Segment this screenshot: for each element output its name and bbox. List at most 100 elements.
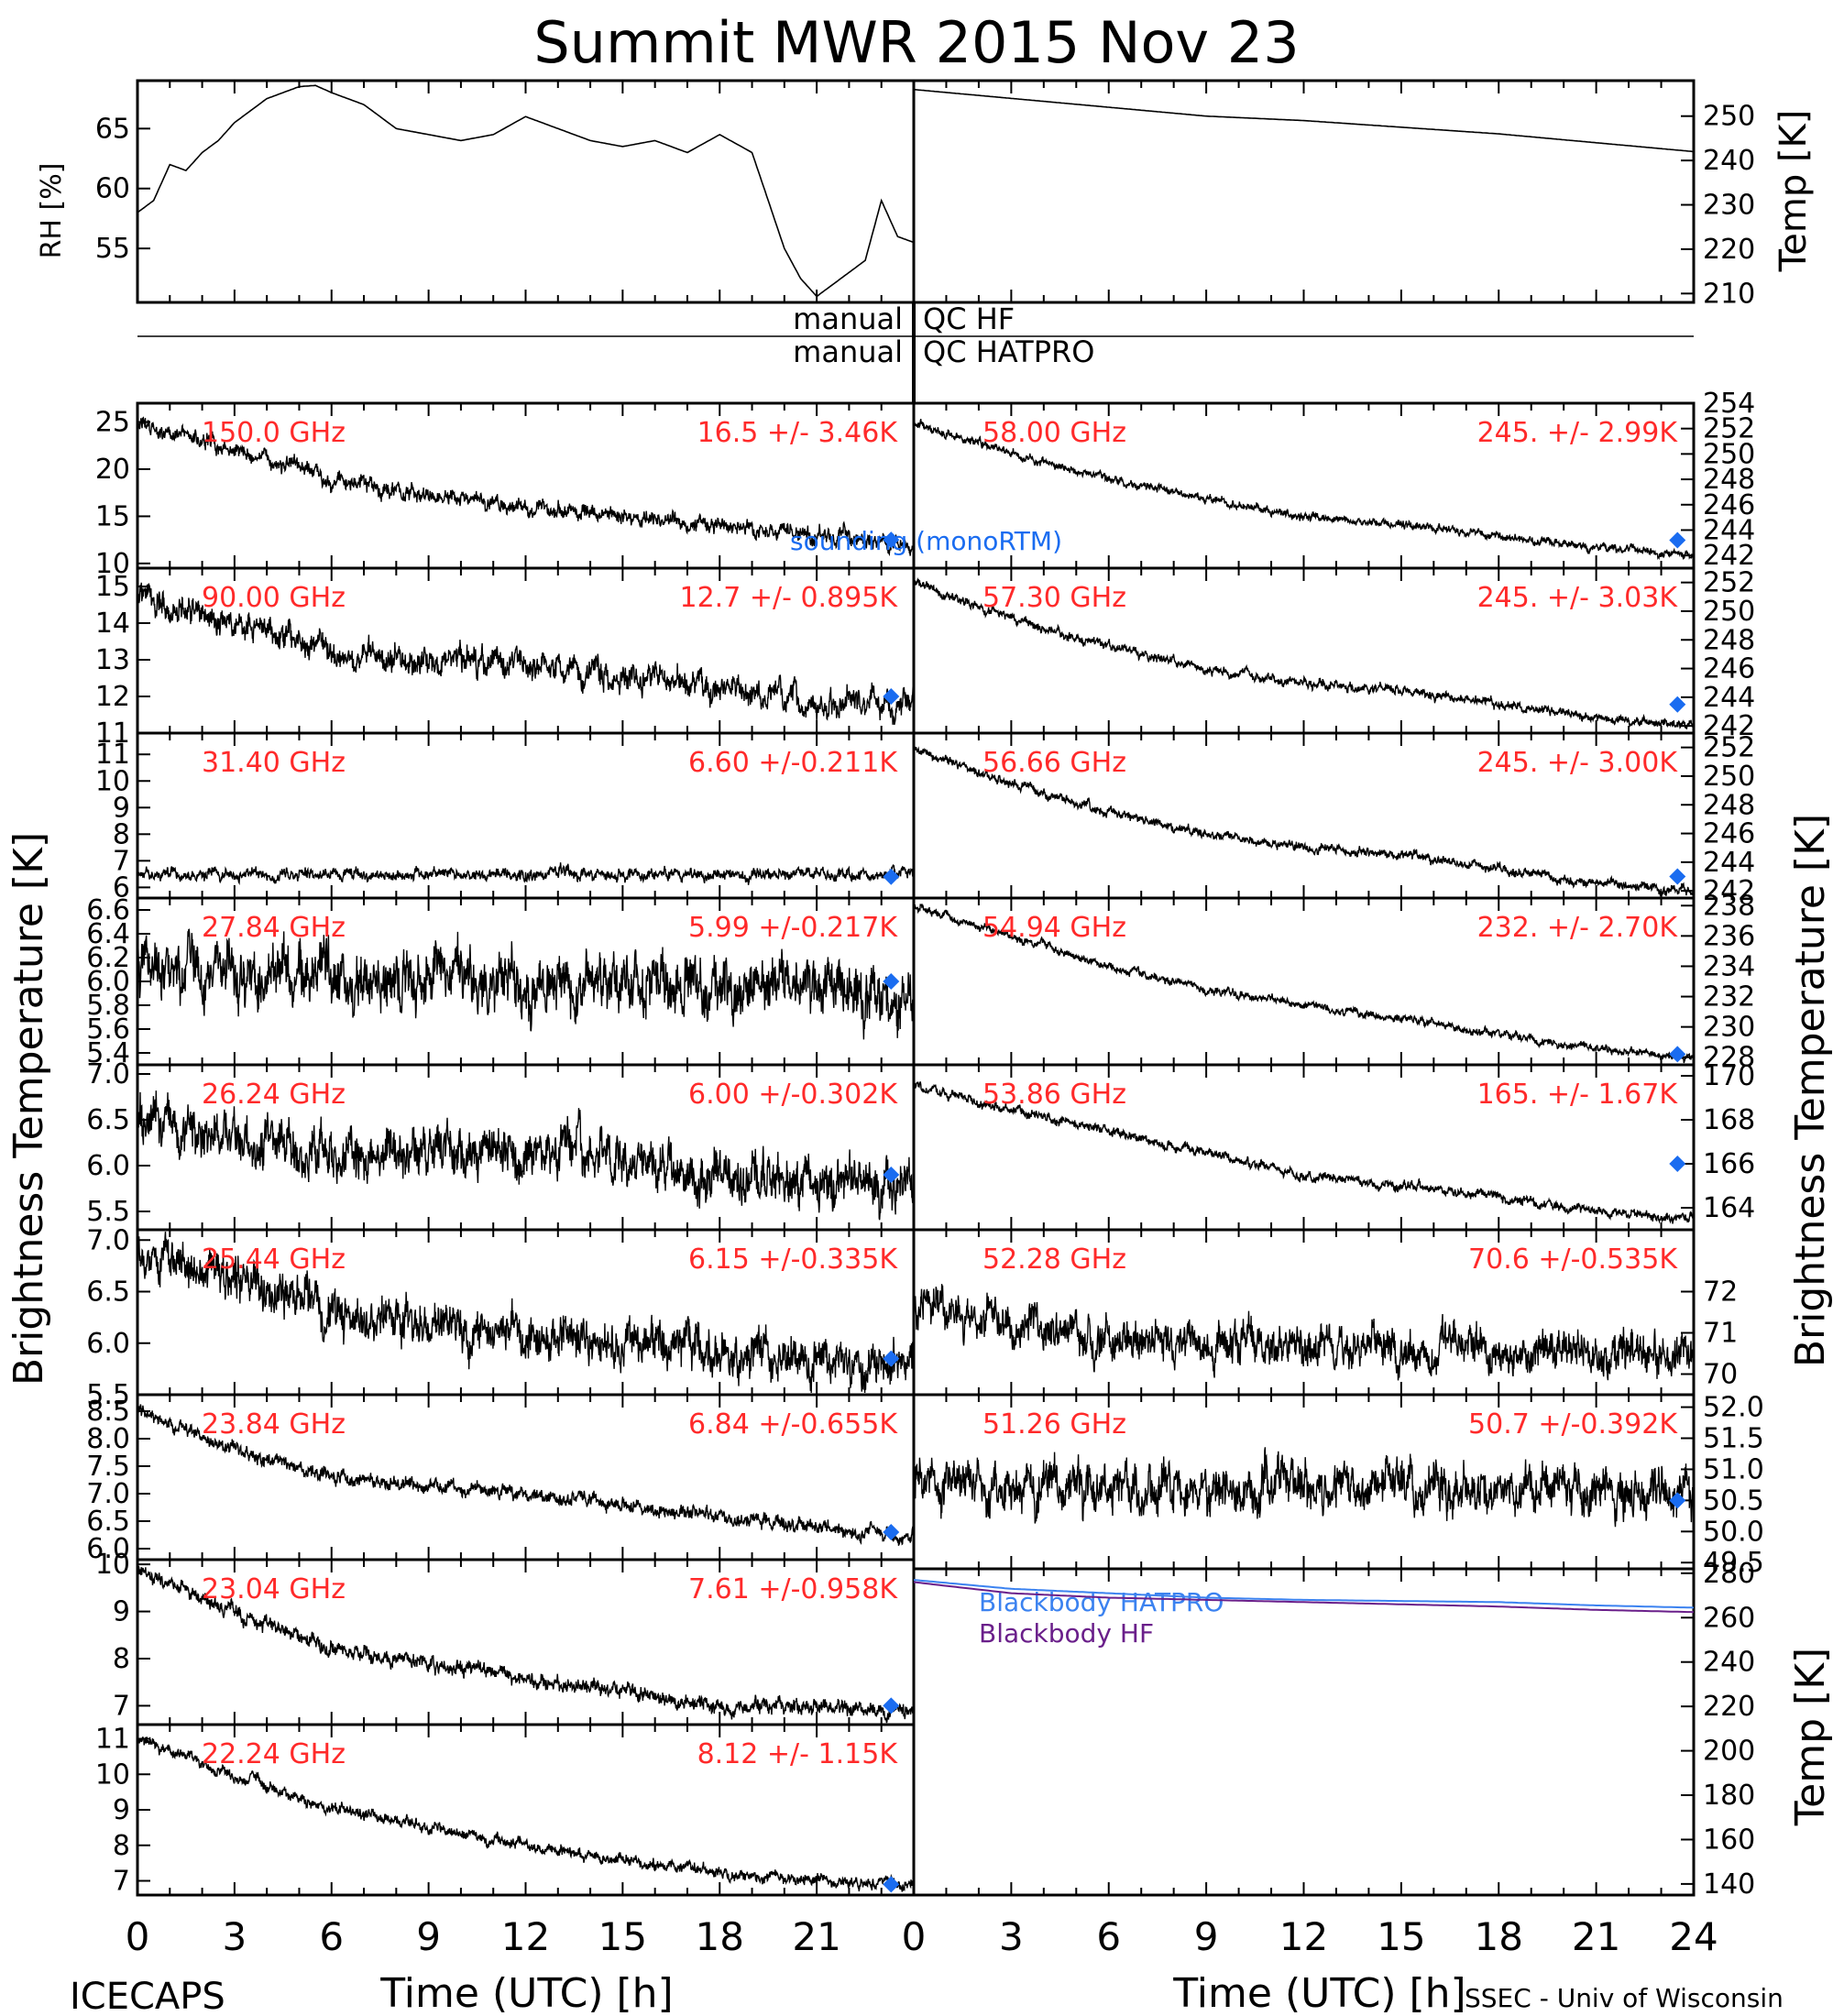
y-tick-label: 230: [1703, 1012, 1755, 1044]
model-marker: [1669, 531, 1686, 549]
channel-stats: 245. +/- 3.00K: [1477, 747, 1679, 779]
model-marker: [1669, 868, 1686, 885]
channel-label: 31.40 GHz: [202, 747, 346, 779]
panel-L2: 11 12 13 14 15 90.00 GHz 12.7 +/- 0.895K: [95, 566, 916, 750]
trace: [137, 1090, 915, 1221]
trace: [913, 576, 1695, 729]
y-tick-label: 6.5: [86, 1506, 130, 1538]
y-tick-label: 65: [95, 113, 130, 145]
y-tick-label: 20: [95, 454, 130, 486]
x-tick-label: 3: [223, 1914, 247, 1959]
y-tick-label: 250: [1703, 101, 1755, 133]
y-tick-label: 55: [95, 233, 130, 265]
y-tick-label: 6.0: [86, 1328, 130, 1360]
y-tick-label: 252: [1703, 732, 1755, 764]
y-tick-label: 50.5: [1703, 1485, 1764, 1517]
panel-L6: 5.5 6.0 6.5 7.0 25.44 GHz 6.15 +/-0.335K: [86, 1224, 916, 1411]
y-tick-label: 280: [1703, 1558, 1755, 1590]
y-tick-label: 168: [1703, 1104, 1755, 1136]
y-tick-label: 250: [1703, 596, 1755, 628]
y-tick-label: 6: [113, 871, 130, 904]
y-tick-label: 8.5: [86, 1396, 130, 1428]
y-tick-label: 160: [1703, 1824, 1755, 1856]
channel-stats: 6.00 +/-0.302K: [688, 1079, 898, 1111]
y-tick-label: 9: [113, 1794, 130, 1826]
y-tick-label: 6.0: [86, 1150, 130, 1182]
y-tick-label: 5.6: [86, 1013, 130, 1046]
footer-ssec: SSEC - Univ of Wisconsin: [1465, 1983, 1784, 2013]
channel-label: 90.00 GHz: [202, 582, 346, 614]
y-tick-label: 166: [1703, 1148, 1755, 1180]
model-marker: [883, 1697, 900, 1715]
trace: [913, 741, 1695, 897]
y-tick-label: 51.0: [1703, 1453, 1764, 1485]
y-tick-label: 10: [95, 548, 130, 580]
model-marker: [883, 1524, 900, 1540]
channel-label: 54.94 GHz: [982, 912, 1126, 944]
y-tick-label: 13: [95, 644, 130, 676]
y-tick-label: 238: [1703, 890, 1755, 922]
y-tick-label: 6.5: [86, 1104, 130, 1136]
channel-label: 58.00 GHz: [982, 417, 1126, 449]
y-tick-label: 230: [1703, 190, 1755, 222]
y-tick-label: 254: [1703, 388, 1755, 420]
model-marker: [883, 1350, 900, 1367]
y-tick-label: 10: [95, 1549, 130, 1581]
y-tick-label: 240: [1703, 145, 1755, 177]
trace: [137, 582, 915, 726]
legend-model: sounding (monoRTM): [790, 526, 1062, 556]
channel-label: 23.84 GHz: [202, 1408, 346, 1441]
y-tick-label: 210: [1703, 278, 1755, 310]
channel-stats: 6.15 +/-0.335K: [688, 1244, 898, 1276]
y-tick-label: 228: [1703, 1042, 1755, 1074]
y-tick-label: 8: [113, 1830, 130, 1862]
y-tick-label: 7: [113, 1690, 130, 1722]
qc-label-hatpro-right: QC HATPRO: [923, 334, 1094, 369]
model-marker: [1669, 696, 1686, 713]
y-tick-label: 246: [1703, 653, 1755, 685]
channel-label: 52.28 GHz: [982, 1244, 1126, 1276]
model-marker: [883, 1167, 900, 1183]
model-marker: [883, 531, 900, 549]
x-tick-label: 0: [902, 1914, 927, 1959]
model-marker: [883, 868, 900, 885]
y-tick-label: 52.0: [1703, 1392, 1764, 1424]
y-tick-label: 11: [95, 1724, 130, 1756]
panel-frame: [136, 79, 916, 304]
panel-rh: 55 60 65 RH [%]: [36, 79, 916, 304]
trace: [137, 1404, 915, 1546]
panel-L8: 7 8 9 10 23.04 GHz 7.61 +/-0.958K: [95, 1549, 916, 1726]
y-tick-label: 8: [113, 1643, 130, 1675]
y-tick-label: 5.4: [86, 1037, 130, 1069]
model-marker: [883, 1876, 900, 1893]
channel-stats: 245. +/- 3.03K: [1477, 582, 1679, 614]
channel-label: 25.44 GHz: [202, 1244, 346, 1276]
panel-R5: 164 166 168 170 53.86 GHz 165. +/- 1.67K: [912, 1060, 1755, 1232]
x-tick-label: 15: [598, 1914, 647, 1959]
y-tick-label: 140: [1703, 1868, 1755, 1901]
y-tick-label: 6.5: [86, 1276, 130, 1309]
channel-stats: 16.5 +/- 3.46K: [697, 417, 899, 449]
x-tick-label: 3: [999, 1914, 1024, 1959]
y-tick-label: 15: [95, 500, 130, 532]
y-tick-label: 242: [1703, 875, 1755, 907]
trace: [913, 1284, 1695, 1381]
model-marker: [1669, 1046, 1686, 1063]
x-tick-label: 18: [696, 1914, 744, 1959]
y-tick-label: 248: [1703, 624, 1755, 656]
channel-label: 57.30 GHz: [982, 582, 1126, 614]
y-tick-label: 50.0: [1703, 1516, 1764, 1548]
trace: [137, 1231, 915, 1394]
channel-label: 51.26 GHz: [982, 1408, 1126, 1441]
y-tick-label: 15: [95, 571, 130, 603]
panel-bb: 140 160 180 200 220 240 260 280 Blackbody HATPRO…: [912, 1558, 1833, 1901]
y-tick-label: 9: [113, 792, 130, 824]
channel-stats: 7.61 +/-0.958K: [688, 1573, 898, 1605]
panel-L1: 10 15 20 25 150.0 GHz 16.5 +/- 3.46K sounding …: [95, 401, 1062, 580]
x-tick-label: 15: [1377, 1914, 1425, 1959]
y-tick-label: 71: [1703, 1318, 1738, 1350]
